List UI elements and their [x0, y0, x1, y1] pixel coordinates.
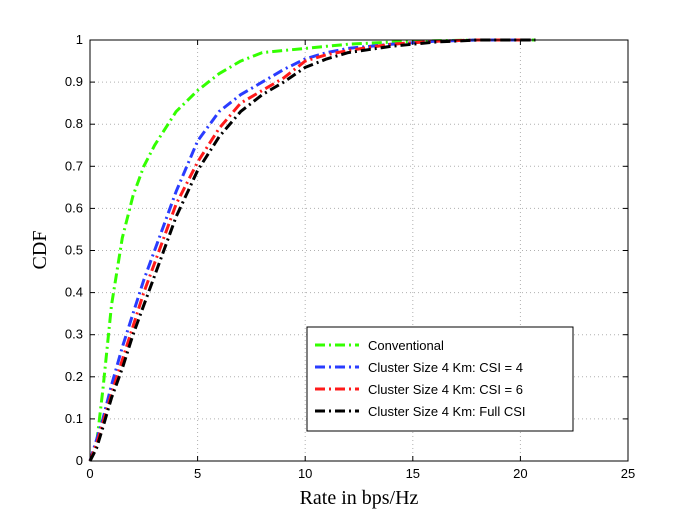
- y-tick-label: 0.9: [65, 74, 83, 89]
- series-line-3: [88, 38, 532, 462]
- legend-label-4: Cluster Size 4 Km: Full CSI: [368, 404, 526, 419]
- y-tick-label: 0.5: [65, 243, 83, 258]
- y-tick-label: 0.6: [65, 200, 83, 215]
- x-tick-label: 5: [194, 466, 201, 481]
- x-tick-label: 25: [621, 466, 635, 481]
- series-line-1: [88, 38, 536, 462]
- y-tick-label: 0.4: [65, 285, 83, 300]
- y-tick-label: 0.1: [65, 411, 83, 426]
- y-axis-title: CDF: [29, 231, 51, 270]
- y-tick-label: 0.2: [65, 369, 83, 384]
- x-tick-label: 10: [298, 466, 312, 481]
- legend-label-3: Cluster Size 4 Km: CSI = 6: [368, 382, 523, 397]
- y-tick-label: 0: [76, 453, 83, 468]
- x-axis-title: Rate in bps/Hz: [300, 487, 419, 509]
- axis-ticks: 0 5 10 15 20 25 0 0.1 0.2 0.3 0.4 0.5 0.6 0.7 0.8 0.9 1: [65, 32, 635, 481]
- legend-label-1: Conventional: [368, 338, 444, 353]
- legend-label-2: Cluster Size 4 Km: CSI = 4: [368, 360, 523, 375]
- x-tick-label: 20: [513, 466, 527, 481]
- x-tick-label: 15: [406, 466, 420, 481]
- x-tick-label: 0: [86, 466, 93, 481]
- y-tick-label: 1: [76, 32, 83, 47]
- series-lines: [88, 38, 536, 462]
- y-tick-label: 0.3: [65, 327, 83, 342]
- y-tick-label: 0.7: [65, 158, 83, 173]
- y-tick-label: 0.8: [65, 116, 83, 131]
- legend: Conventional Cluster Size 4 Km: CSI = 4 Cl…: [306, 326, 574, 432]
- legend-box: [306, 326, 574, 432]
